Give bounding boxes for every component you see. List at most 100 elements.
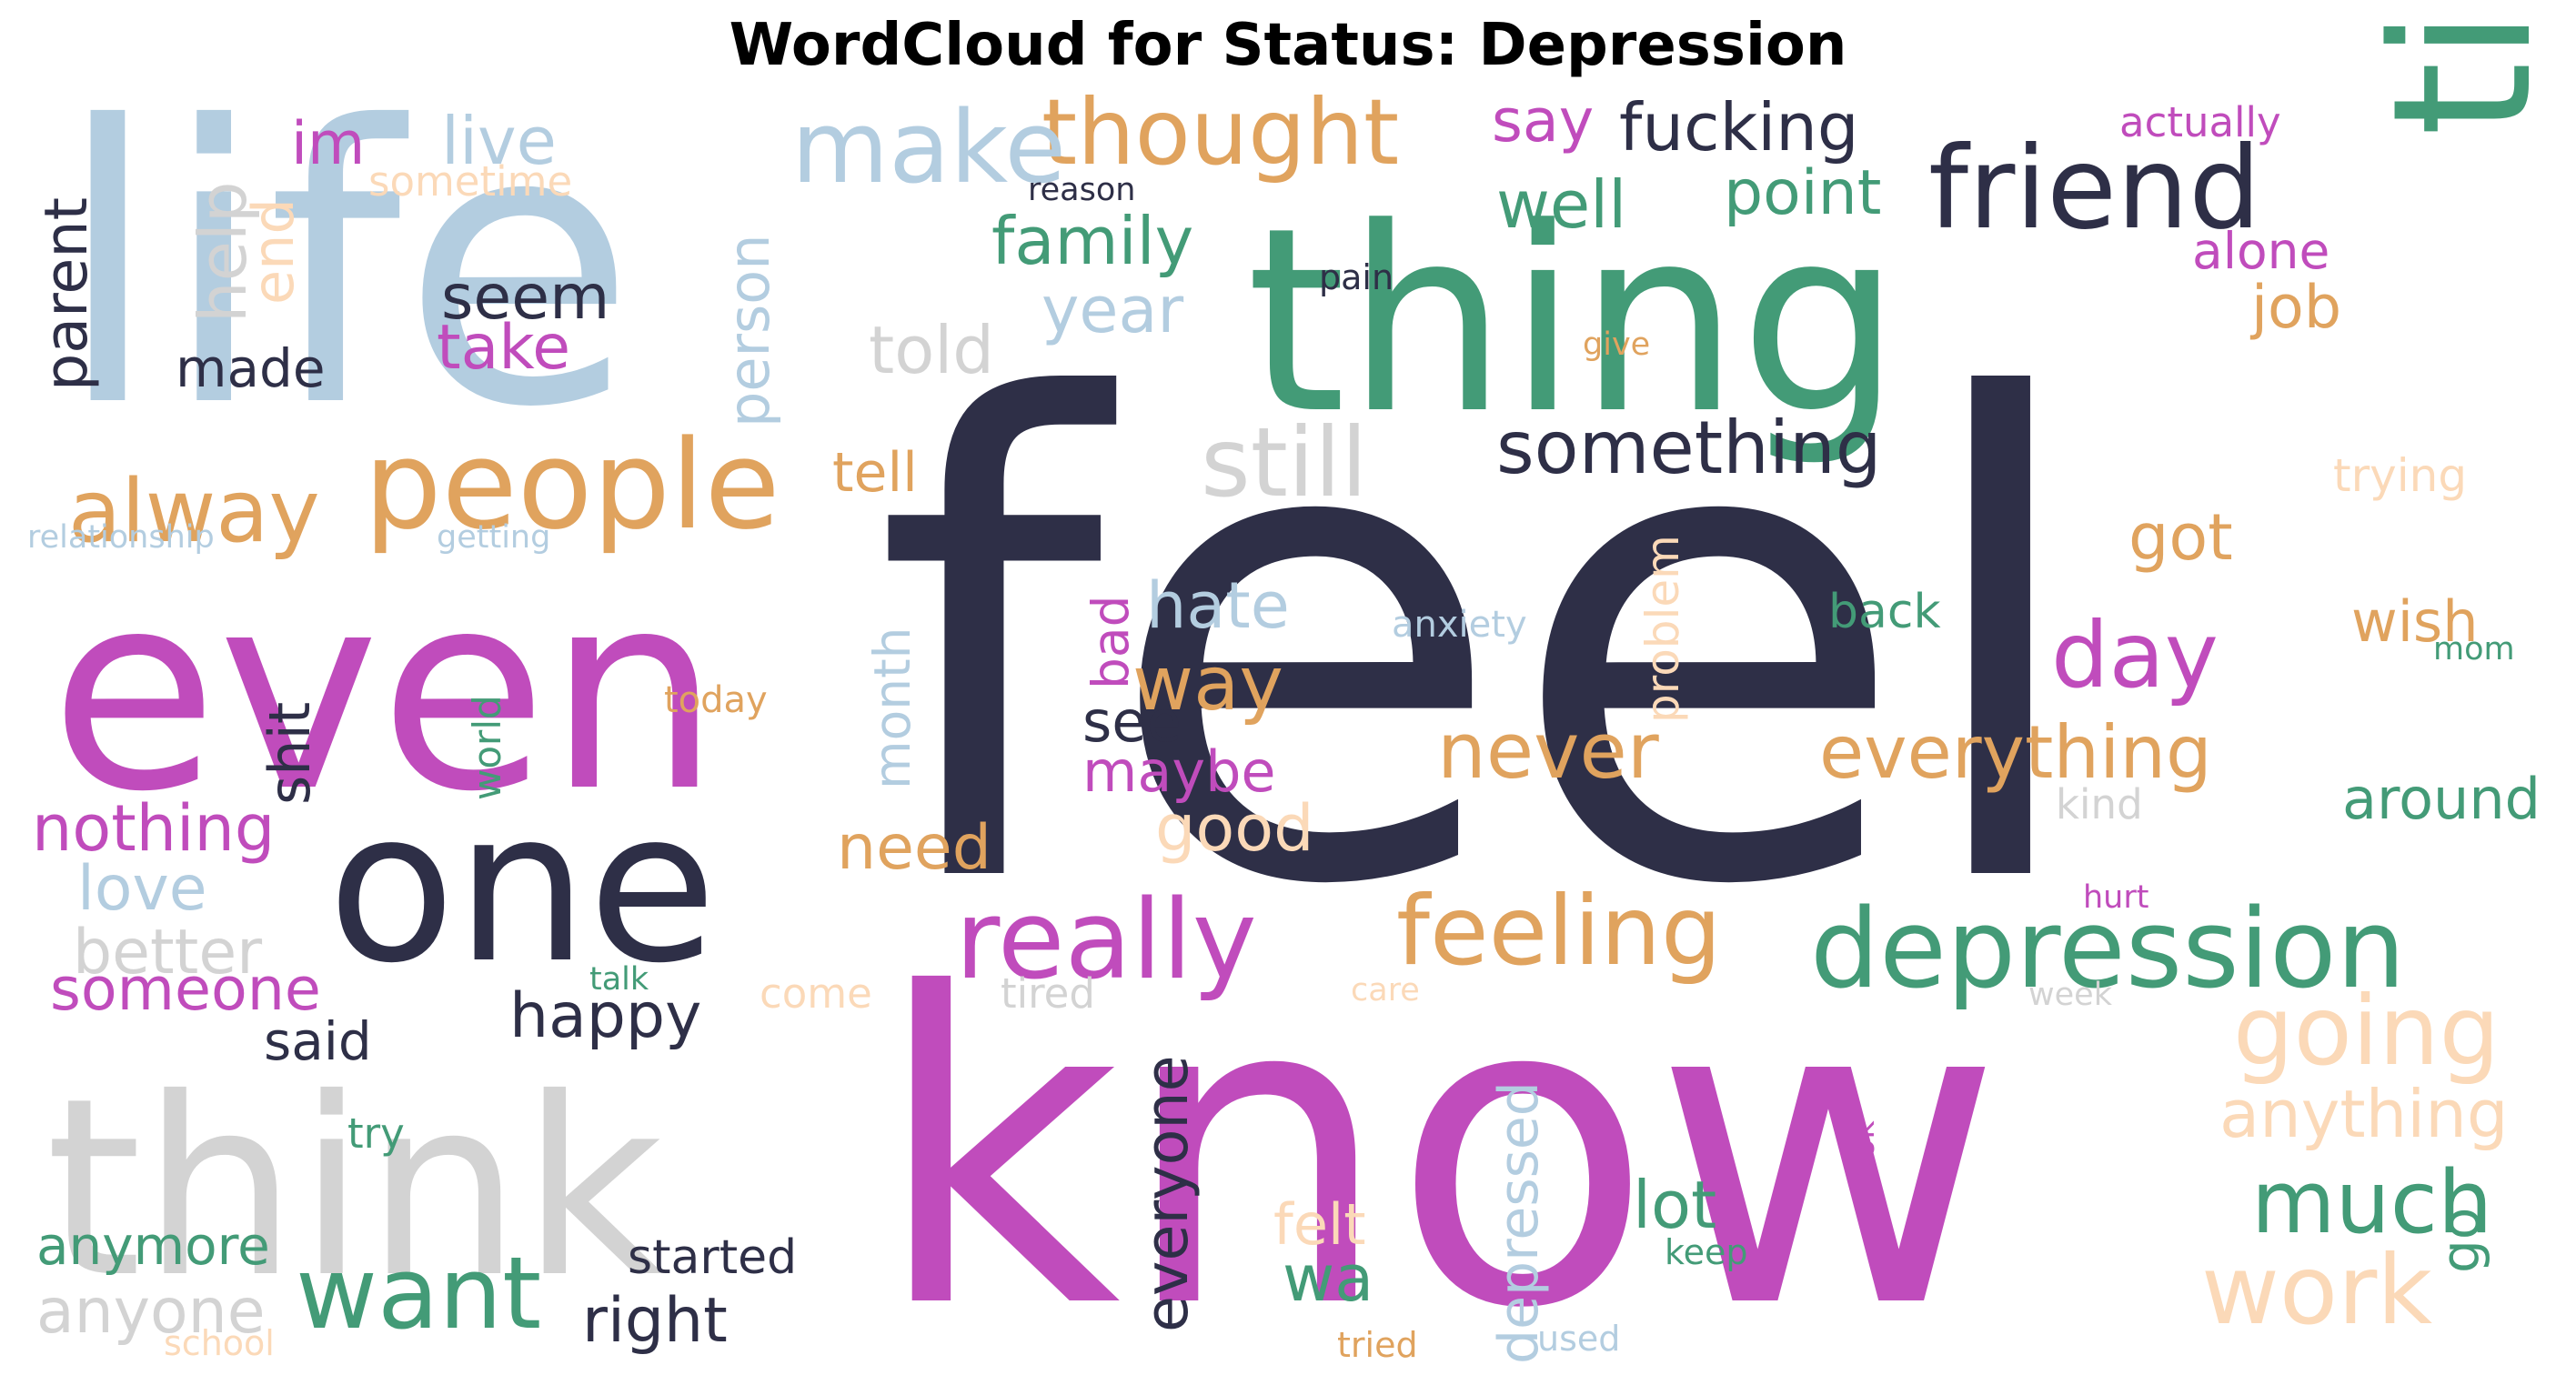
word-reason: reason <box>1028 172 1135 208</box>
word-alone: alone <box>2192 222 2329 280</box>
word-make: make <box>791 89 1066 206</box>
word-friend: friend <box>1928 123 2261 255</box>
word-feel: feel <box>873 266 2091 1028</box>
word-world: world <box>465 695 509 800</box>
word-much: much <box>2251 1153 2492 1253</box>
word-getting: getting <box>437 519 550 556</box>
word-one: one <box>327 767 717 1009</box>
word-wa: wa <box>1283 1241 1374 1316</box>
word-felt: felt <box>1273 1191 1366 1258</box>
word-everyone: everyone <box>1133 1055 1202 1332</box>
word-hate: hate <box>1146 568 1290 643</box>
word-give: give <box>1583 326 1650 363</box>
word-week: week <box>2028 977 2113 1013</box>
word-help: help <box>185 181 261 323</box>
word-really: really <box>955 878 1257 1004</box>
word-live: live <box>441 103 557 179</box>
figure-title: WordCloud for Status: Depression <box>729 12 1847 79</box>
word-care: care <box>1351 972 1420 1009</box>
word-someone: someone <box>50 956 321 1024</box>
word-pain: pain <box>1319 257 1394 297</box>
word-used: used <box>1537 1319 1620 1359</box>
word-happy: happy <box>509 980 701 1052</box>
word-anxiety: anxiety <box>1392 604 1527 646</box>
word-mom: mom <box>2433 631 2515 667</box>
word-school: school <box>164 1323 275 1363</box>
word-trying: trying <box>2333 449 2467 502</box>
word-tried: tried <box>1337 1325 1418 1365</box>
word-fucking: fucking <box>1619 89 1859 166</box>
word-good: good <box>1155 791 1314 866</box>
word-point: point <box>1724 157 1881 229</box>
word-thing: thing <box>1246 174 1901 470</box>
word-bad: bad <box>1082 595 1140 689</box>
word-parent: parent <box>33 197 101 391</box>
word-anymore: anymore <box>36 1215 270 1277</box>
word-wish: wish <box>2351 588 2479 655</box>
word-back: back <box>1828 585 1941 639</box>
word-better: better <box>73 917 262 989</box>
word-hurt: hurt <box>2083 879 2148 916</box>
word-sometime: sometime <box>368 157 572 206</box>
word-tell: tell <box>832 441 918 505</box>
word-try: try <box>347 1109 405 1158</box>
word-month: month <box>863 627 921 789</box>
word-work: work <box>2201 1235 2432 1346</box>
word-look: look <box>1846 1119 1882 1187</box>
word-job: job <box>2249 274 2341 342</box>
word-day: day <box>2051 602 2219 708</box>
word-say: say <box>1492 87 1594 156</box>
word-year: year <box>1041 273 1183 347</box>
word-go: go <box>2430 1208 2491 1273</box>
word-nothing: nothing <box>32 791 275 866</box>
word-today: today <box>664 679 768 721</box>
word-shit: shit <box>257 702 323 805</box>
word-maybe: maybe <box>1082 738 1276 805</box>
word-im: im <box>291 110 365 178</box>
word-talk: talk <box>589 961 649 998</box>
word-relationship: relationship <box>27 519 215 556</box>
word-depression: depression <box>1810 887 2406 1013</box>
word-see: see <box>1082 688 1182 755</box>
word-right: right <box>582 1285 728 1357</box>
word-take: take <box>437 312 570 384</box>
word-got: got <box>2128 500 2233 575</box>
word-keep: keep <box>1665 1232 1748 1272</box>
word-end: end <box>240 198 307 305</box>
word-around: around <box>2342 766 2541 832</box>
word-started: started <box>628 1230 797 1285</box>
word-lot: lot <box>1633 1167 1716 1243</box>
word-seem: seem <box>441 262 609 334</box>
word-time: time <box>2351 0 2574 136</box>
word-love: love <box>77 853 207 925</box>
word-need: need <box>837 812 991 884</box>
word-family: family <box>991 203 1193 279</box>
word-problem: problem <box>1636 535 1689 723</box>
word-going: going <box>2233 976 2500 1087</box>
word-think: think <box>45 1045 663 1331</box>
word-person: person <box>716 234 782 427</box>
word-people: people <box>364 414 780 557</box>
word-anything: anything <box>2219 1076 2509 1152</box>
word-told: told <box>869 312 994 388</box>
word-kind: kind <box>2056 780 2143 828</box>
word-well: well <box>1496 166 1626 243</box>
word-thought: thought <box>1041 79 1399 186</box>
word-still: still <box>1201 407 1367 518</box>
word-actually: actually <box>2119 98 2281 146</box>
word-alway: alway <box>68 462 320 562</box>
word-tired: tired <box>1001 969 1095 1018</box>
word-depressed: depressed <box>1487 1081 1551 1364</box>
word-made: made <box>176 337 326 399</box>
word-feeling: feeling <box>1396 876 1722 987</box>
word-know: know <box>873 904 2003 1385</box>
word-said: said <box>264 1010 372 1072</box>
word-something: something <box>1496 406 1882 490</box>
word-even: even <box>50 534 720 851</box>
word-want: want <box>296 1235 541 1351</box>
word-everything: everything <box>1819 710 2212 795</box>
word-anyone: anyone <box>36 1276 266 1348</box>
word-come: come <box>760 969 872 1018</box>
